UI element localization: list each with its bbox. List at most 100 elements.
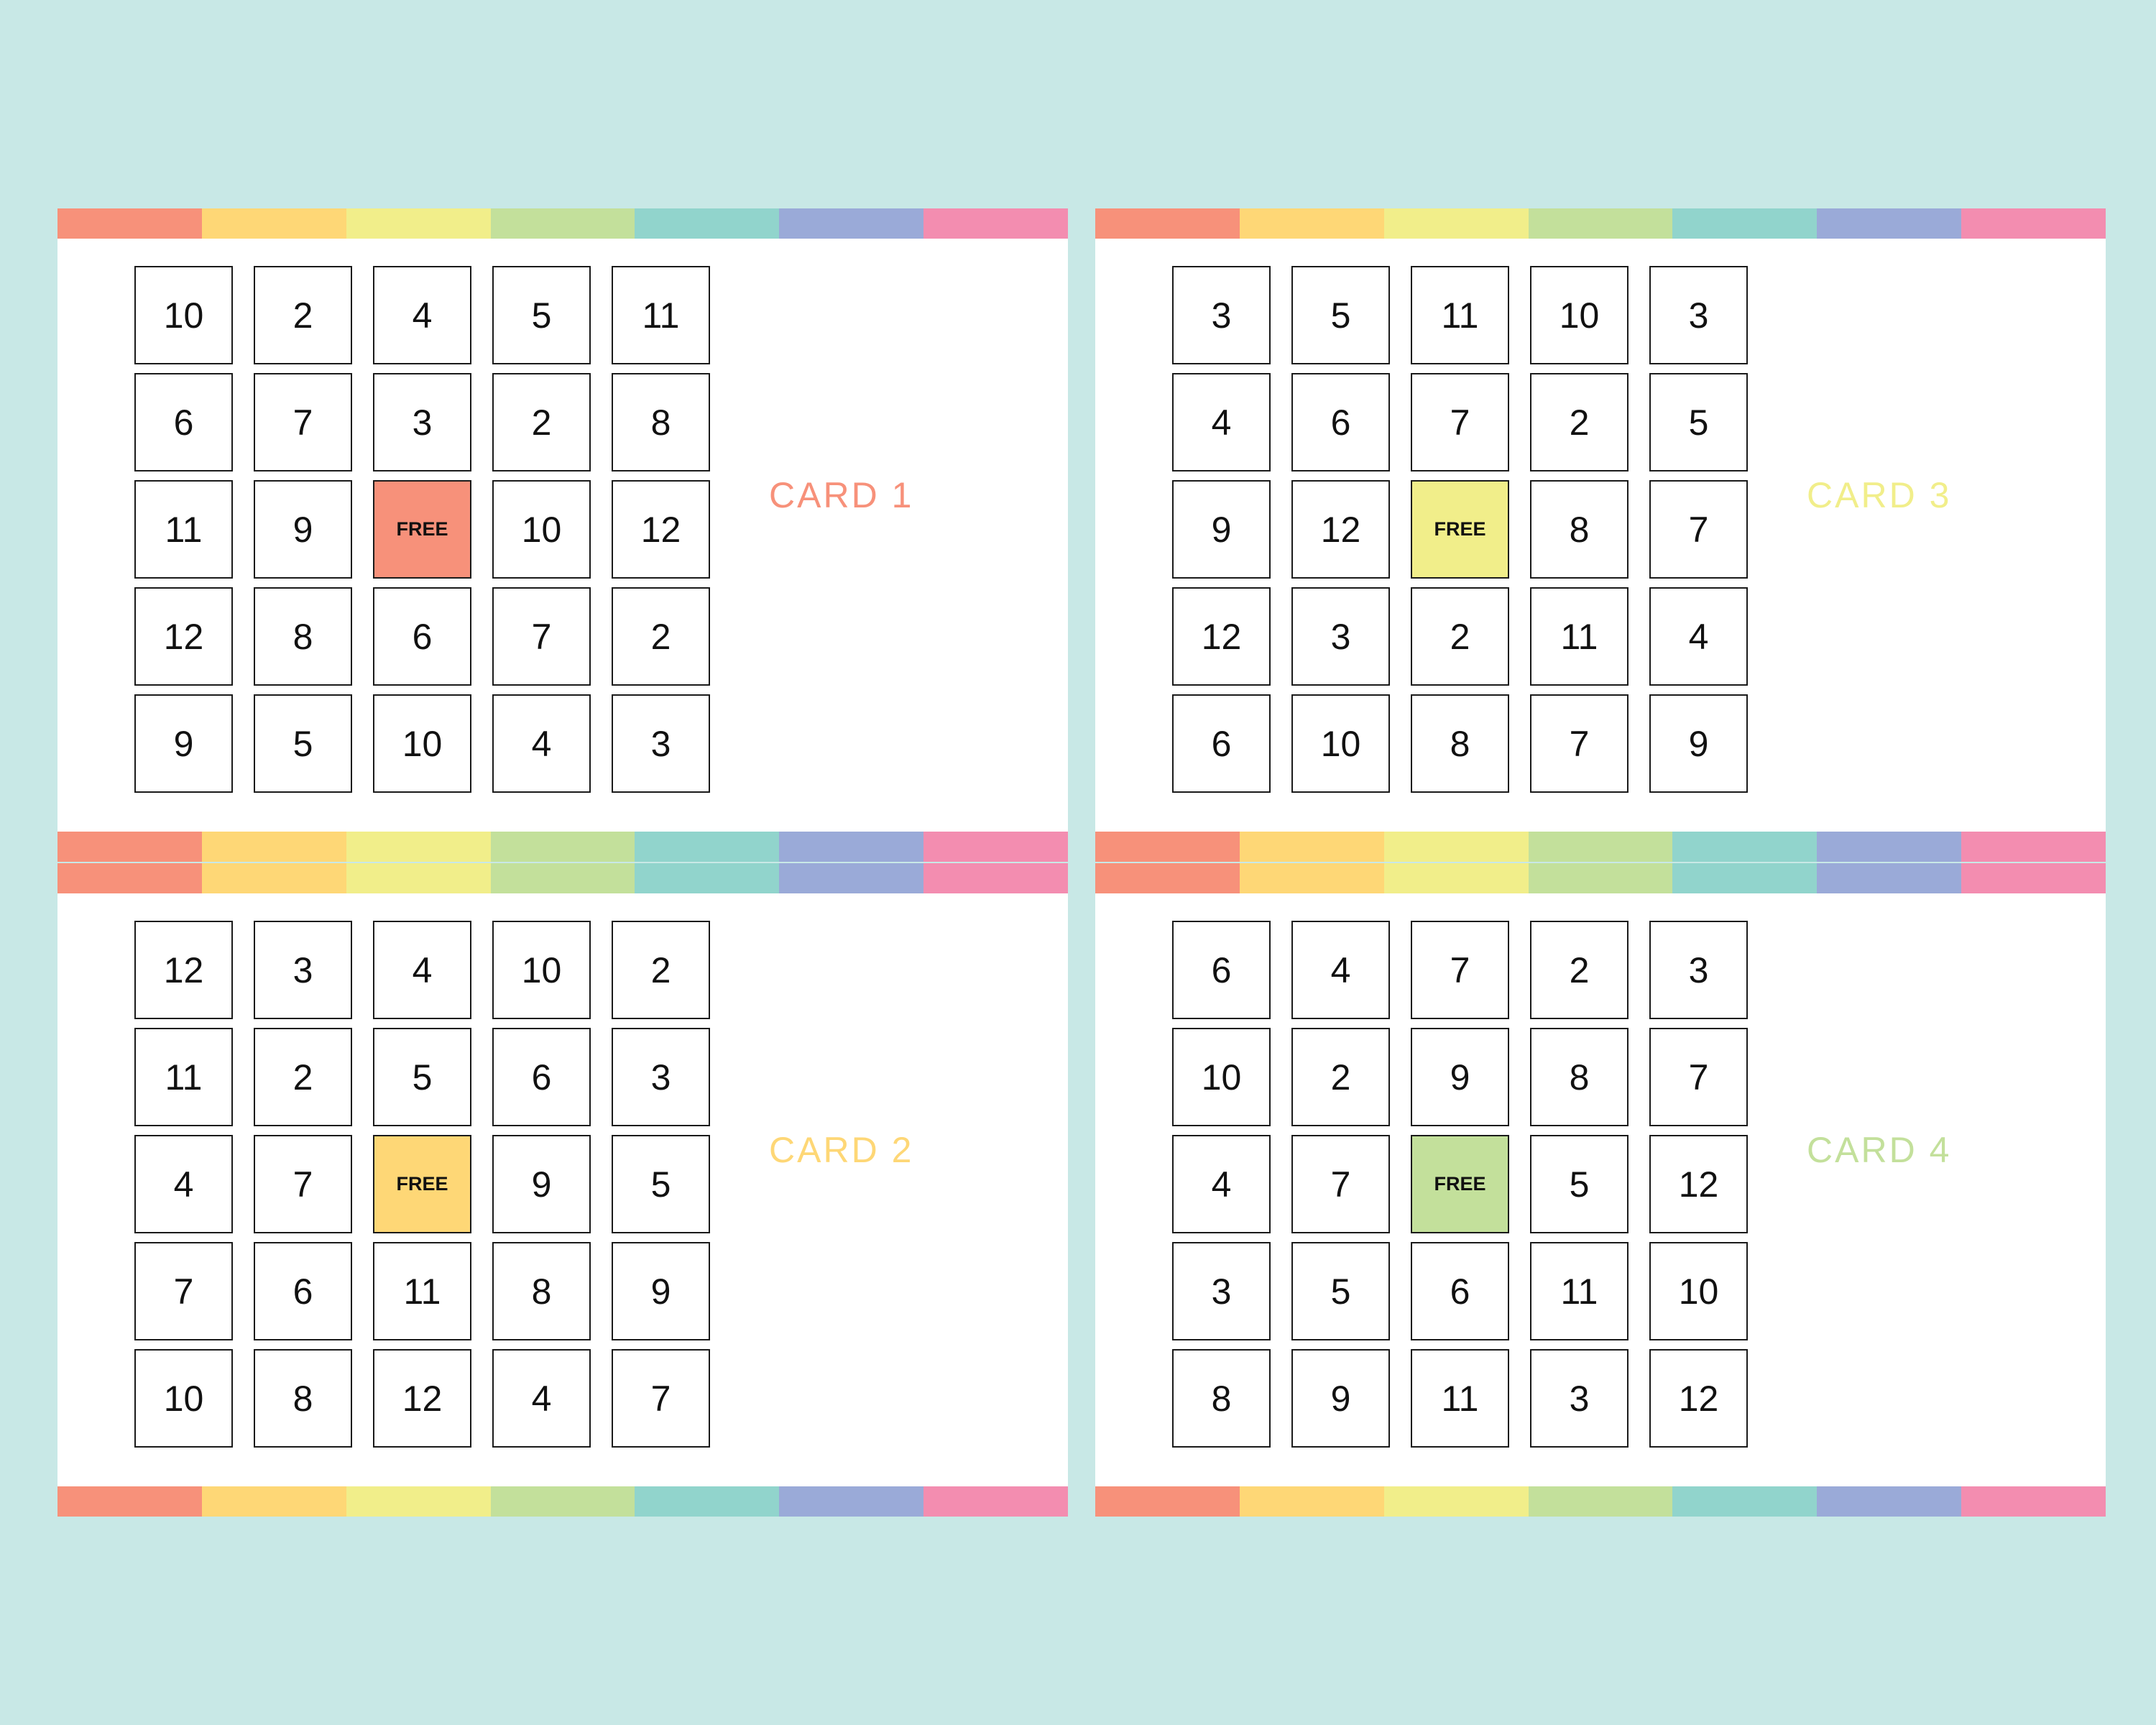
number-cell[interactable]: 8 xyxy=(254,1349,352,1448)
number-cell[interactable]: 7 xyxy=(1291,1135,1390,1233)
number-cell[interactable]: 10 xyxy=(1530,266,1628,364)
number-cell[interactable]: 4 xyxy=(373,266,471,364)
number-cell[interactable]: 10 xyxy=(134,1349,233,1448)
number-cell[interactable]: 10 xyxy=(492,480,591,579)
number-cell[interactable]: 5 xyxy=(1649,373,1748,472)
number-cell[interactable]: 2 xyxy=(612,587,710,686)
number-cell[interactable]: 4 xyxy=(373,921,471,1019)
number-cell[interactable]: 8 xyxy=(1530,1028,1628,1126)
number-cell[interactable]: 11 xyxy=(612,266,710,364)
number-cell[interactable]: 10 xyxy=(492,921,591,1019)
number-cell[interactable]: 10 xyxy=(1649,1242,1748,1340)
number-cell[interactable]: 2 xyxy=(254,1028,352,1126)
number-cell[interactable]: 5 xyxy=(1291,1242,1390,1340)
number-cell[interactable]: 2 xyxy=(1530,921,1628,1019)
number-cell[interactable]: 6 xyxy=(254,1242,352,1340)
number-cell[interactable]: 11 xyxy=(373,1242,471,1340)
number-cell[interactable]: 4 xyxy=(134,1135,233,1233)
number-cell[interactable]: 6 xyxy=(1291,373,1390,472)
number-cell[interactable]: 11 xyxy=(1411,266,1509,364)
number-cell[interactable]: 11 xyxy=(1411,1349,1509,1448)
number-cell[interactable]: 3 xyxy=(612,1028,710,1126)
number-cell[interactable]: 6 xyxy=(1172,921,1271,1019)
number-cell[interactable]: 8 xyxy=(612,373,710,472)
number-cell[interactable]: 7 xyxy=(492,587,591,686)
number-cell[interactable]: 7 xyxy=(254,373,352,472)
number-cell[interactable]: 6 xyxy=(134,373,233,472)
number-cell[interactable]: 9 xyxy=(1411,1028,1509,1126)
number-cell[interactable]: 12 xyxy=(1649,1349,1748,1448)
number-cell[interactable]: 12 xyxy=(1172,587,1271,686)
number-cell[interactable]: 7 xyxy=(134,1242,233,1340)
number-cell[interactable]: 3 xyxy=(1649,921,1748,1019)
number-cell[interactable]: 3 xyxy=(254,921,352,1019)
number-cell[interactable]: 6 xyxy=(1411,1242,1509,1340)
number-cell[interactable]: 12 xyxy=(134,587,233,686)
number-cell[interactable]: 5 xyxy=(492,266,591,364)
number-cell[interactable]: 10 xyxy=(373,694,471,793)
number-cell[interactable]: 2 xyxy=(492,373,591,472)
number-cell[interactable]: 10 xyxy=(1172,1028,1271,1126)
number-cell[interactable]: 5 xyxy=(254,694,352,793)
number-cell[interactable]: 7 xyxy=(1649,480,1748,579)
number-cell[interactable]: 12 xyxy=(1291,480,1390,579)
number-cell[interactable]: 3 xyxy=(1172,1242,1271,1340)
number-cell[interactable]: 3 xyxy=(373,373,471,472)
number-cell[interactable]: 8 xyxy=(1411,694,1509,793)
number-cell[interactable]: 11 xyxy=(1530,1242,1628,1340)
number-cell[interactable]: 8 xyxy=(492,1242,591,1340)
number-cell[interactable]: 9 xyxy=(1291,1349,1390,1448)
number-cell[interactable]: 6 xyxy=(373,587,471,686)
number-cell[interactable]: 10 xyxy=(1291,694,1390,793)
free-space-cell[interactable]: FREE xyxy=(1411,1135,1509,1233)
number-cell[interactable]: 4 xyxy=(1172,1135,1271,1233)
number-cell[interactable]: 7 xyxy=(1649,1028,1748,1126)
number-cell[interactable]: 3 xyxy=(1649,266,1748,364)
number-cell[interactable]: 3 xyxy=(1530,1349,1628,1448)
number-cell[interactable]: 3 xyxy=(1291,587,1390,686)
number-cell[interactable]: 6 xyxy=(492,1028,591,1126)
number-cell[interactable]: 8 xyxy=(1530,480,1628,579)
number-cell[interactable]: 4 xyxy=(492,1349,591,1448)
number-cell[interactable]: 12 xyxy=(373,1349,471,1448)
number-cell[interactable]: 7 xyxy=(1411,373,1509,472)
number-cell[interactable]: 8 xyxy=(254,587,352,686)
number-cell[interactable]: 4 xyxy=(1649,587,1748,686)
number-cell[interactable]: 2 xyxy=(1530,373,1628,472)
number-cell[interactable]: 5 xyxy=(373,1028,471,1126)
free-space-cell[interactable]: FREE xyxy=(373,480,471,579)
number-cell[interactable]: 12 xyxy=(612,480,710,579)
number-cell[interactable]: 9 xyxy=(1172,480,1271,579)
number-cell[interactable]: 3 xyxy=(612,694,710,793)
number-cell[interactable]: 5 xyxy=(612,1135,710,1233)
number-cell[interactable]: 2 xyxy=(1291,1028,1390,1126)
number-cell[interactable]: 12 xyxy=(134,921,233,1019)
number-cell[interactable]: 4 xyxy=(1172,373,1271,472)
number-cell[interactable]: 9 xyxy=(1649,694,1748,793)
number-cell[interactable]: 7 xyxy=(254,1135,352,1233)
number-cell[interactable]: 11 xyxy=(134,480,233,579)
number-cell[interactable]: 2 xyxy=(1411,587,1509,686)
number-cell[interactable]: 4 xyxy=(1291,921,1390,1019)
number-cell[interactable]: 2 xyxy=(612,921,710,1019)
number-cell[interactable]: 9 xyxy=(492,1135,591,1233)
number-cell[interactable]: 9 xyxy=(254,480,352,579)
number-cell[interactable]: 9 xyxy=(612,1242,710,1340)
number-cell[interactable]: 7 xyxy=(1530,694,1628,793)
number-cell[interactable]: 5 xyxy=(1530,1135,1628,1233)
number-cell[interactable]: 5 xyxy=(1291,266,1390,364)
number-cell[interactable]: 10 xyxy=(134,266,233,364)
free-space-cell[interactable]: FREE xyxy=(1411,480,1509,579)
number-cell[interactable]: 11 xyxy=(1530,587,1628,686)
number-cell[interactable]: 4 xyxy=(492,694,591,793)
number-cell[interactable]: 8 xyxy=(1172,1349,1271,1448)
number-cell[interactable]: 7 xyxy=(612,1349,710,1448)
number-cell[interactable]: 11 xyxy=(134,1028,233,1126)
number-cell[interactable]: 9 xyxy=(134,694,233,793)
number-cell[interactable]: 3 xyxy=(1172,266,1271,364)
number-cell[interactable]: 2 xyxy=(254,266,352,364)
free-space-cell[interactable]: FREE xyxy=(373,1135,471,1233)
number-cell[interactable]: 12 xyxy=(1649,1135,1748,1233)
number-cell[interactable]: 6 xyxy=(1172,694,1271,793)
number-cell[interactable]: 7 xyxy=(1411,921,1509,1019)
